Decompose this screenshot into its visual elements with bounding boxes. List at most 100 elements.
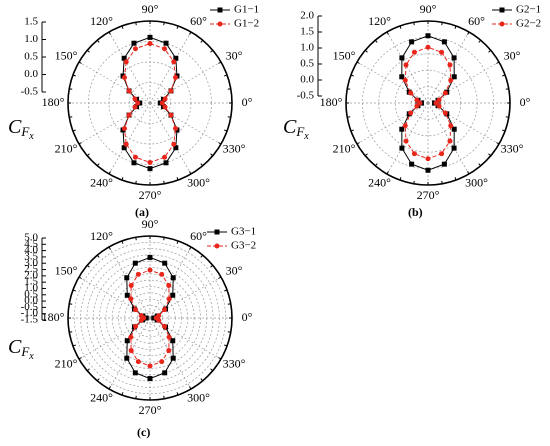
ring-tick <box>386 171 389 175</box>
ring-tick <box>121 240 124 244</box>
ring-tick <box>163 395 165 399</box>
marker <box>143 315 149 321</box>
angle-label: 30° <box>226 48 243 62</box>
scale-label: 1.5 <box>24 276 38 288</box>
marker <box>166 282 172 288</box>
marker <box>399 145 405 151</box>
marker <box>451 145 457 151</box>
spoke <box>149 102 192 175</box>
scale-label: 4.5 <box>24 238 38 250</box>
marker <box>162 104 168 110</box>
marker <box>132 154 138 160</box>
ring-tick <box>454 177 457 181</box>
scale-label: 1.0 <box>300 42 314 54</box>
scale-label: 0.5 <box>24 288 38 300</box>
ring-tick <box>176 177 179 181</box>
marker <box>408 110 414 116</box>
legend-label: G1−1 <box>234 4 259 16</box>
ring-tick <box>108 246 111 250</box>
legend-label: G2−1 <box>516 4 541 16</box>
marker <box>448 123 454 129</box>
ring-tick <box>189 31 192 35</box>
spoke <box>356 61 429 104</box>
ring-tick <box>200 254 204 258</box>
marker <box>451 74 457 80</box>
scale-label: 3.0 <box>24 257 38 269</box>
ring-tick <box>364 153 368 157</box>
scale-label: 0.0 <box>24 295 38 307</box>
angle-label: 30° <box>504 48 521 62</box>
marker <box>128 296 134 302</box>
marker <box>121 55 127 61</box>
angle-label: 330° <box>223 141 246 155</box>
ring-tick <box>218 142 222 145</box>
ring-tick <box>108 171 111 175</box>
legend-marker <box>217 21 223 27</box>
marker <box>133 323 139 329</box>
marker <box>170 355 176 361</box>
angle-label: 120° <box>90 229 113 243</box>
spoke <box>149 31 192 104</box>
ring-tick <box>496 142 500 145</box>
marker <box>159 271 165 277</box>
ring-tick <box>86 368 90 372</box>
y-label-sub: F <box>20 124 30 139</box>
spoke <box>78 317 151 360</box>
marker <box>135 359 141 365</box>
y-label-sub: F <box>295 124 305 139</box>
marker <box>133 307 139 313</box>
spoke <box>149 317 222 360</box>
marker <box>147 159 153 165</box>
angle-label: 120° <box>90 14 113 28</box>
ring-tick <box>96 378 100 382</box>
legend-label: G2−2 <box>516 18 541 30</box>
ring-tick <box>454 25 457 29</box>
marker <box>442 90 448 96</box>
marker <box>173 55 179 61</box>
scale-label: 1.0 <box>24 33 38 45</box>
ring-tick <box>374 163 378 167</box>
legend-marker <box>214 243 220 249</box>
ring-tick <box>210 368 214 372</box>
ring-tick <box>78 276 82 279</box>
ring-tick <box>227 88 231 90</box>
legend-marker <box>499 7 505 13</box>
ring-tick <box>399 25 402 29</box>
angle-label: 210° <box>55 141 78 155</box>
ring-tick <box>478 39 482 43</box>
ring-tick <box>441 180 443 184</box>
marker <box>121 126 127 132</box>
angle-label: 300° <box>465 175 488 189</box>
marker <box>163 40 169 46</box>
scale-label: 2.0 <box>24 269 38 281</box>
angle-label: 270° <box>139 188 162 202</box>
ring-tick <box>347 88 351 90</box>
ring-tick <box>218 357 222 360</box>
spoke <box>427 102 470 175</box>
ring-tick <box>86 264 90 268</box>
marker <box>409 39 415 45</box>
marker <box>147 363 153 369</box>
marker <box>408 90 414 96</box>
ring-tick <box>108 386 111 390</box>
marker <box>121 145 127 151</box>
marker <box>132 104 138 110</box>
ring-tick <box>210 264 214 268</box>
spoke <box>386 102 429 175</box>
y-label: CFx <box>8 336 34 363</box>
ring-tick <box>374 39 378 43</box>
spoke <box>108 246 151 319</box>
scale-label: 1.0 <box>24 282 38 294</box>
marker <box>128 334 134 340</box>
scale-label: 4.0 <box>24 244 38 256</box>
spoke <box>149 246 192 319</box>
ring-tick <box>356 142 360 145</box>
scale-label: 1.5 <box>24 16 38 28</box>
marker <box>132 260 138 266</box>
grid-circle <box>73 241 227 395</box>
marker <box>121 74 127 80</box>
marker <box>128 348 134 354</box>
marker <box>439 49 445 55</box>
ring-tick <box>69 331 73 333</box>
ring-tick <box>121 177 124 181</box>
